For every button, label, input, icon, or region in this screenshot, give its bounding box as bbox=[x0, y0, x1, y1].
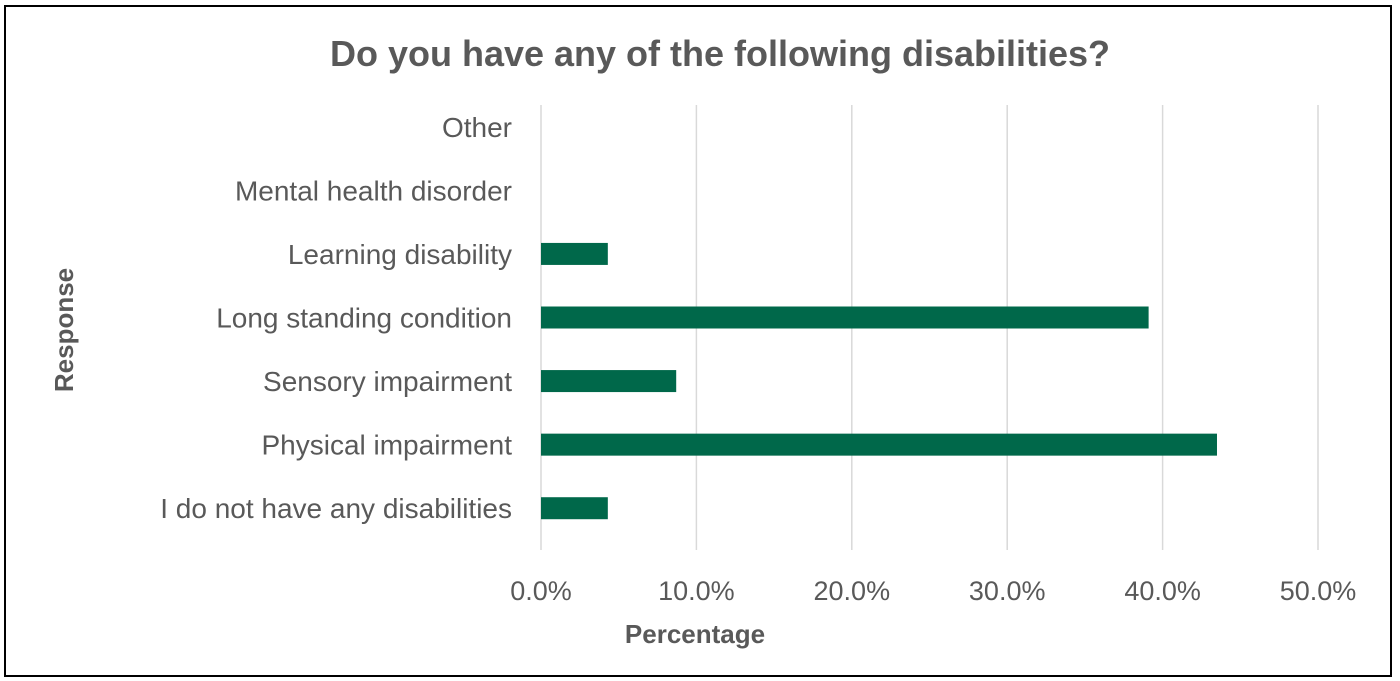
chart-title: Do you have any of the following disabil… bbox=[330, 33, 1110, 74]
y-axis-title: Response bbox=[49, 268, 79, 392]
x-tick-label: 20.0% bbox=[814, 576, 891, 606]
bar bbox=[541, 370, 676, 392]
bar bbox=[541, 497, 608, 519]
category-label: I do not have any disabilities bbox=[160, 493, 512, 524]
x-tick-label: 50.0% bbox=[1280, 576, 1357, 606]
x-tick-label: 0.0% bbox=[510, 576, 572, 606]
x-tick-label: 30.0% bbox=[969, 576, 1046, 606]
x-tick-label: 10.0% bbox=[658, 576, 735, 606]
category-label: Mental health disorder bbox=[235, 175, 512, 206]
category-label: Physical impairment bbox=[261, 430, 512, 461]
bar bbox=[541, 307, 1149, 329]
category-label: Learning disability bbox=[288, 239, 512, 270]
bar bbox=[541, 243, 608, 265]
category-label: Long standing condition bbox=[216, 303, 512, 334]
category-label: Sensory impairment bbox=[263, 366, 512, 397]
x-tick-label: 40.0% bbox=[1124, 576, 1201, 606]
category-labels: I do not have any disabilities Physical i… bbox=[160, 112, 512, 524]
x-axis-title: Percentage bbox=[625, 619, 765, 649]
x-tick-labels: 0.0% 10.0% 20.0% 30.0% 40.0% 50.0% bbox=[510, 576, 1356, 606]
bars bbox=[541, 243, 1217, 519]
bar bbox=[541, 434, 1217, 456]
category-label: Other bbox=[442, 112, 512, 143]
